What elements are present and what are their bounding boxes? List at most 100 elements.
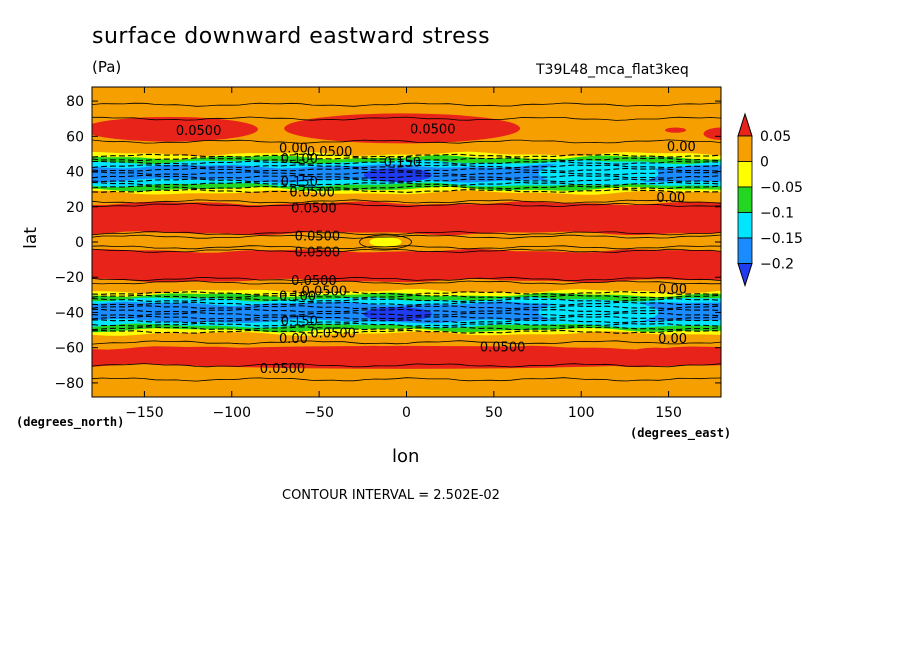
contour-lines [92,102,721,382]
x-tick-label-1: −100 [213,405,251,421]
contour-label-2: 0.00 [279,142,308,157]
colorbar-bottom-arrow [737,263,753,288]
solid-contour-11 [92,340,721,345]
dashed-contour-n47 [92,157,721,162]
y-tick-label-2: −40 [54,305,84,321]
y-tick-label-1: −60 [54,341,84,357]
contour-interval-note: CONTOUR INTERVAL = 2.502E-02 [282,488,500,503]
x-tick-label-0: −150 [125,405,163,421]
x-axis-label: lon [392,446,420,467]
colorbar-box-1 [737,135,753,162]
chart-units: (Pa) [92,58,122,76]
colorbar-top-arrow [737,112,753,137]
contour-label-22: 0.0500 [260,362,306,377]
dashed-contour-n43 [92,164,721,169]
y-tick-label-8: 80 [66,94,84,110]
solid-contour-4 [92,202,721,208]
dashed-contour-s47 [92,322,721,327]
x-tick-label-6: 150 [655,405,682,421]
solid-contour-12 [92,363,721,368]
contour-label-16: 0.00 [658,283,687,298]
y-tick-label-3: −20 [54,270,84,286]
colorbar-label-0: 0.05 [760,129,791,145]
equator-yellow [369,237,402,247]
dashed-contour-n39 [92,171,721,176]
dashed-contour-s43 [92,315,721,320]
dashed-contour-n49 [92,153,721,158]
contour-label-12: 0.0500 [295,246,341,261]
dashed-contour-n29 [92,189,721,193]
nh-center-blob [284,113,521,144]
x-axis-units: (degrees_east) [630,426,732,440]
solid-contour-0 [92,102,721,107]
dashed-contour-s33 [92,298,721,303]
colorbar-label-3: −0.1 [760,206,794,222]
nh-west-blob [92,116,258,142]
y-tick-label-4: 0 [75,235,84,251]
colorbar-box-4 [737,212,753,239]
contour-label-7: 0.150 [281,175,318,190]
solid-contour-1 [92,116,721,121]
solid-contour-8 [92,248,721,253]
solid-contour-7 [92,245,721,250]
y-tick-label-0: −80 [54,376,84,392]
dashed-contour-s31 [92,294,721,299]
contour-label-11: 0.0500 [295,230,341,245]
colorbar-box-3 [737,186,753,213]
dashed-contour-s39 [92,308,721,313]
contour-label-8: 0.0500 [289,186,335,201]
sh-band-blob [92,345,721,369]
solid-contour-10 [92,280,721,285]
x-tick-label-2: −50 [304,405,334,421]
band-5 [92,201,721,236]
axes: −150 −100 −50 0 50 100 150 −80 −60 −40 −20 0 20 40 60 8… [54,87,721,421]
y-tick-label-5: 20 [66,200,84,216]
contour-label-1: 0.0500 [410,122,456,137]
dashed-contour-n33 [92,181,721,186]
solid-contour-3 [92,199,721,204]
contour-label-10: 0.00 [656,191,685,206]
contour-label-21: 0.00 [658,332,687,347]
contour-label-13: 0.0500 [291,274,337,289]
dashed-contour-n41 [92,167,721,172]
nh-jet-core [363,168,432,183]
contour-label-17: 0.150 [281,314,318,329]
colorbar-box-2 [737,161,753,188]
dashed-contour-n35 [92,178,721,183]
colorbar-label-5: −0.2 [760,257,794,273]
contour-label-18: 0.00 [279,332,308,347]
contour-label-5: 0.150 [384,156,421,171]
solid-contour-13 [92,377,721,382]
contour-label-3: 0.0500 [307,145,353,160]
run-label: T39L48_mca_flat3keq [536,62,689,78]
colorbar-label-1: 0 [760,155,769,171]
y-tick-label-7: 60 [66,129,84,145]
contour-label-0: 0.0500 [176,124,222,139]
contour-label-4: 0.100 [281,152,318,167]
dashed-contour-n37 [92,174,721,179]
colorbar-label-4: −0.15 [760,231,803,247]
colorbar-label-2: −0.05 [760,180,803,196]
dashed-contour-s51 [92,329,721,334]
solid-contour-9 [92,276,721,282]
contour-label-15: 0.100 [279,290,316,305]
solid-contour-5 [92,231,721,236]
dashed-contour-n31 [92,185,721,190]
x-tick-label-4: 50 [485,405,503,421]
contour-label-14: 0.0500 [302,284,348,299]
y-axis-units: (degrees_north) [16,415,125,429]
dashed-contour-s29 [92,291,721,296]
contour-label-19: 0.0500 [310,327,356,342]
nh-east-small-blob [665,127,687,133]
nh-jet-cyan-patch [538,161,659,186]
solid-contour-2 [92,139,721,144]
equator-contour [359,234,412,250]
dashed-contour-s35 [92,301,721,306]
dashed-contour-s45 [92,319,721,324]
contour-label-9: 0.0500 [291,202,337,217]
dashed-contour-n45 [92,160,721,165]
dashed-contour-s49 [92,326,721,331]
contour-label-20: 0.0500 [480,341,525,356]
